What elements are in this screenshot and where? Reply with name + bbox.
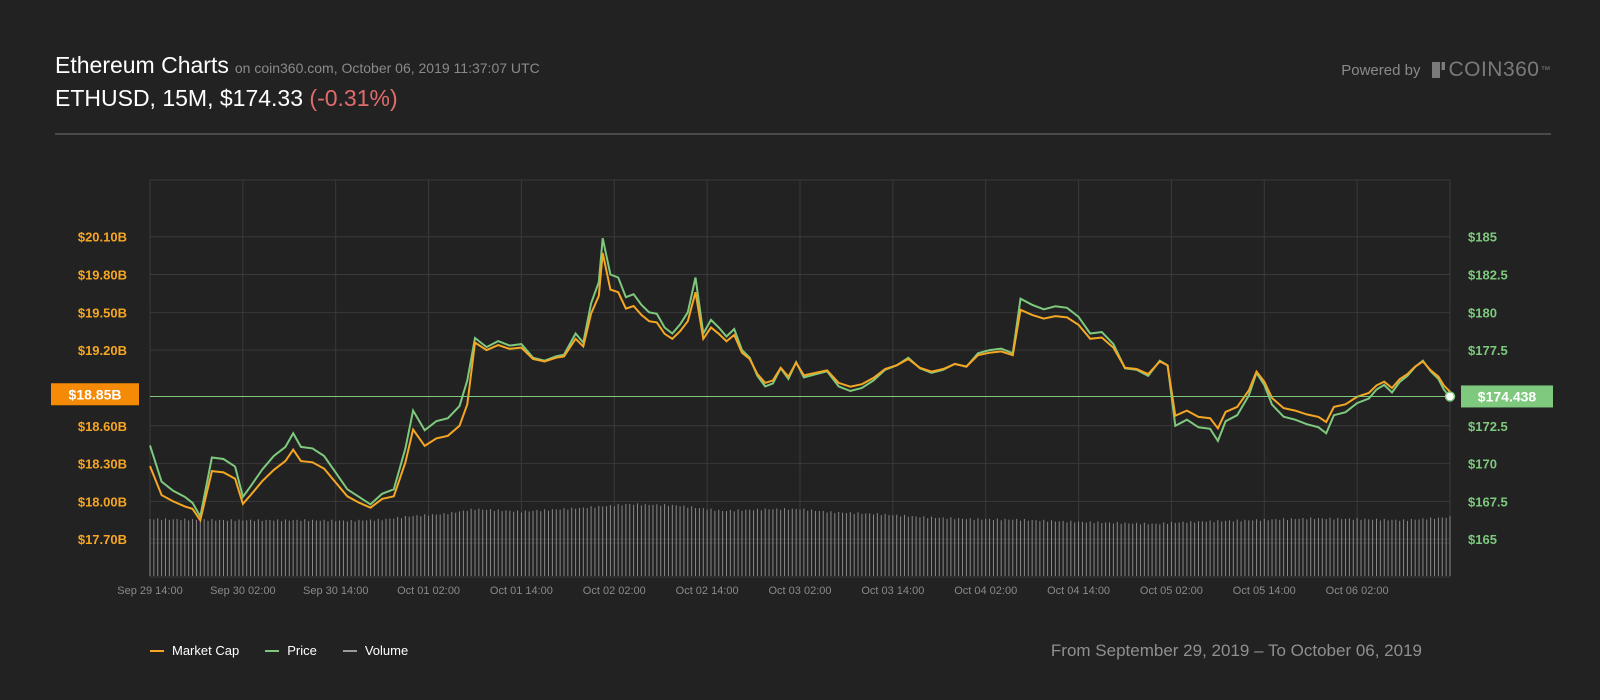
ticker-price: ETHUSD, 15M, $174.33 — [55, 85, 304, 111]
x-axis-tick-label: Sep 30 02:00 — [210, 585, 275, 597]
left-axis-tick-label: $19.80B — [78, 268, 127, 283]
x-axis-tick-label: Oct 05 14:00 — [1233, 585, 1296, 597]
brand-name: COIN360 — [1448, 58, 1540, 81]
x-axis-tick-label: Oct 06 02:00 — [1326, 585, 1389, 597]
ticker-summary: ETHUSD, 15M, $174.33 (-0.31%) — [55, 85, 1551, 112]
left-axis-tick-label: $18.00B — [78, 494, 127, 509]
brand-trademark: ™ — [1540, 64, 1551, 76]
current-value-marker — [1444, 391, 1456, 402]
x-axis-tick-label: Oct 02 02:00 — [583, 585, 646, 597]
market-cap-series-line — [149, 252, 1451, 523]
right-axis-tick-label: $177.5 — [1468, 343, 1508, 358]
legend-swatch-price — [265, 649, 280, 652]
chart-header: Ethereum Charts on coin360.com, October … — [55, 52, 1551, 112]
right-axis-tick-label: $172.5 — [1468, 419, 1508, 434]
x-axis-time: Sep 29 14:00 Sep 30 02:00 Sep 30 14:00 Oct … — [117, 585, 1388, 597]
legend-label-market-cap: Market Cap — [172, 643, 240, 658]
current-market-cap-badge — [51, 383, 139, 406]
current-price-label: $174.438 — [1478, 388, 1537, 404]
legend-label-volume: Volume — [364, 643, 409, 658]
ticker-change: (-0.31%) — [309, 85, 398, 111]
left-axis-market-cap: $17.70B $18.00B $18.30B $18.60B $19.20B $19.5… — [78, 230, 127, 547]
legend-swatch-volume — [342, 649, 357, 652]
powered-by: Powered by COIN360 ™ — [1341, 58, 1551, 82]
right-axis-price: $165 $167.5 $170 $172.5 $177.5 $180 $182.5 $185 — [1468, 230, 1508, 547]
legend-label-price: Price — [287, 643, 317, 658]
x-axis-tick-label: Sep 29 14:00 — [117, 585, 182, 597]
left-axis-tick-label: $19.50B — [78, 305, 127, 320]
legend-swatch-market-cap — [150, 649, 164, 652]
x-axis-tick-label: Oct 03 02:00 — [769, 585, 832, 597]
left-axis-tick-label: $20.10B — [78, 230, 127, 245]
legend-item-price[interactable]: Price — [265, 643, 317, 658]
right-axis-tick-label: $167.5 — [1468, 494, 1508, 509]
legend-item-volume[interactable]: Volume — [342, 643, 409, 658]
coin360-logo[interactable]: COIN360 ™ — [1432, 58, 1551, 82]
legend-item-market-cap[interactable]: Market Cap — [150, 643, 239, 658]
page-title: Ethereum Charts — [55, 52, 229, 78]
x-axis-tick-label: Sep 30 14:00 — [303, 585, 368, 597]
right-axis-tick-label: $182.5 — [1468, 268, 1508, 283]
x-axis-tick-label: Oct 04 02:00 — [954, 585, 1017, 597]
coin360-logo-icon — [1432, 62, 1446, 78]
powered-by-label: Powered by — [1341, 61, 1421, 79]
title-row: Ethereum Charts on coin360.com, October … — [55, 52, 1551, 79]
x-axis-tick-label: Oct 03 14:00 — [861, 585, 924, 597]
x-axis-tick-label: Oct 01 14:00 — [490, 585, 553, 597]
left-axis-tick-label: $19.20B — [78, 343, 127, 358]
date-range: From September 29, 2019 – To October 06,… — [1050, 641, 1422, 660]
x-axis-tick-label: Oct 02 14:00 — [676, 585, 739, 597]
left-axis-tick-label: $17.70B — [78, 532, 127, 547]
page-subtitle: on coin360.com, October 06, 2019 11:37:0… — [234, 60, 540, 76]
x-axis-tick-label: Oct 04 14:00 — [1047, 585, 1110, 597]
volume-bars — [149, 503, 1451, 576]
current-market-cap-label: $18.85B — [69, 386, 122, 402]
chart-legend: Market Cap Price Volume — [150, 643, 434, 658]
header-divider — [55, 133, 1551, 135]
current-value-badges: $18.85B $174.438 — [51, 383, 1553, 408]
right-axis-tick-label: $170 — [1468, 457, 1497, 472]
left-axis-tick-label: $18.30B — [78, 457, 127, 472]
current-price-badge — [1461, 385, 1553, 408]
right-axis-tick-label: $165 — [1468, 532, 1497, 547]
right-axis-tick-label: $180 — [1468, 305, 1497, 320]
right-axis-tick-label: $185 — [1468, 230, 1497, 245]
left-axis-tick-label: $18.60B — [78, 419, 127, 434]
x-axis-tick-label: Oct 05 02:00 — [1140, 585, 1203, 597]
x-axis-tick-label: Oct 01 02:00 — [397, 585, 460, 597]
